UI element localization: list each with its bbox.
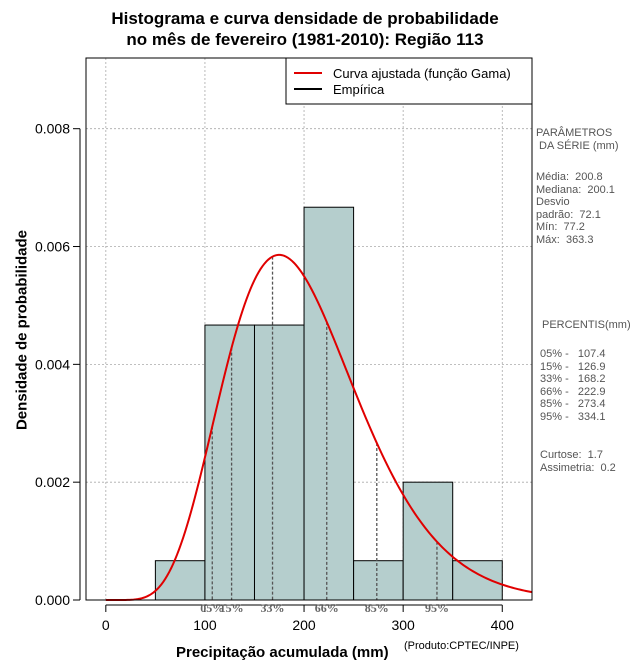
product-credit: (Produto:CPTEC/INPE) xyxy=(404,640,519,652)
y-tick-label: 0.002 xyxy=(35,474,70,490)
legend-label-curve: Curva ajustada (função Gama) xyxy=(333,66,511,81)
x-tick-label: 100 xyxy=(193,617,217,633)
x-axis-label: Precipitação acumulada (mm) xyxy=(176,644,389,661)
legend-label-empirical: Empírica xyxy=(333,82,385,97)
legend-box xyxy=(285,57,533,105)
chart-title-line-2: no mês de fevereiro (1981-2010): Região … xyxy=(126,30,484,49)
percentile-label: 95% xyxy=(425,601,449,615)
percentis-heading: PERCENTIS(mm) xyxy=(542,319,631,331)
chart-title-line-1: Histograma e curva densidade de probabil… xyxy=(111,9,499,28)
x-tick-label: 400 xyxy=(491,617,515,633)
percentis-body: 05% - 107.4 15% - 126.9 33% - 168.2 66% … xyxy=(540,348,606,423)
x-tick-label: 0 xyxy=(102,617,110,633)
moments-body: Curtose: 1.7 Assimetria: 0.2 xyxy=(540,449,616,474)
stats-heading: PARÂMETROS DA SÉRIE (mm) xyxy=(536,127,619,152)
y-tick-label: 0.008 xyxy=(35,121,70,137)
percentile-label: 66% xyxy=(315,601,339,615)
y-tick-label: 0.004 xyxy=(35,356,70,372)
stats-body: Média: 200.8 Mediana: 200.1 Desvio padrã… xyxy=(536,171,615,246)
legend: Curva ajustada (função Gama) Empírica xyxy=(285,57,533,105)
histogram-bar xyxy=(353,560,404,601)
x-tick-label: 200 xyxy=(292,617,316,633)
gamma-fit-curve xyxy=(105,253,533,601)
percentile-label: 85% xyxy=(365,601,389,615)
histogram-bar xyxy=(452,560,503,601)
histogram-bar xyxy=(402,481,454,601)
histogram-bar xyxy=(303,206,355,601)
percentile-label: 05% xyxy=(200,601,224,615)
y-tick-label: 0.000 xyxy=(35,592,70,608)
x-tick-label: 300 xyxy=(391,617,415,633)
percentile-label: 15% xyxy=(220,601,244,615)
y-tick-label: 0.006 xyxy=(35,239,70,255)
y-axis-label: Densidade de probabilidade xyxy=(13,229,31,431)
percentile-label: 33% xyxy=(261,601,285,615)
histogram-bar xyxy=(253,324,305,601)
histogram-bar xyxy=(154,560,206,601)
